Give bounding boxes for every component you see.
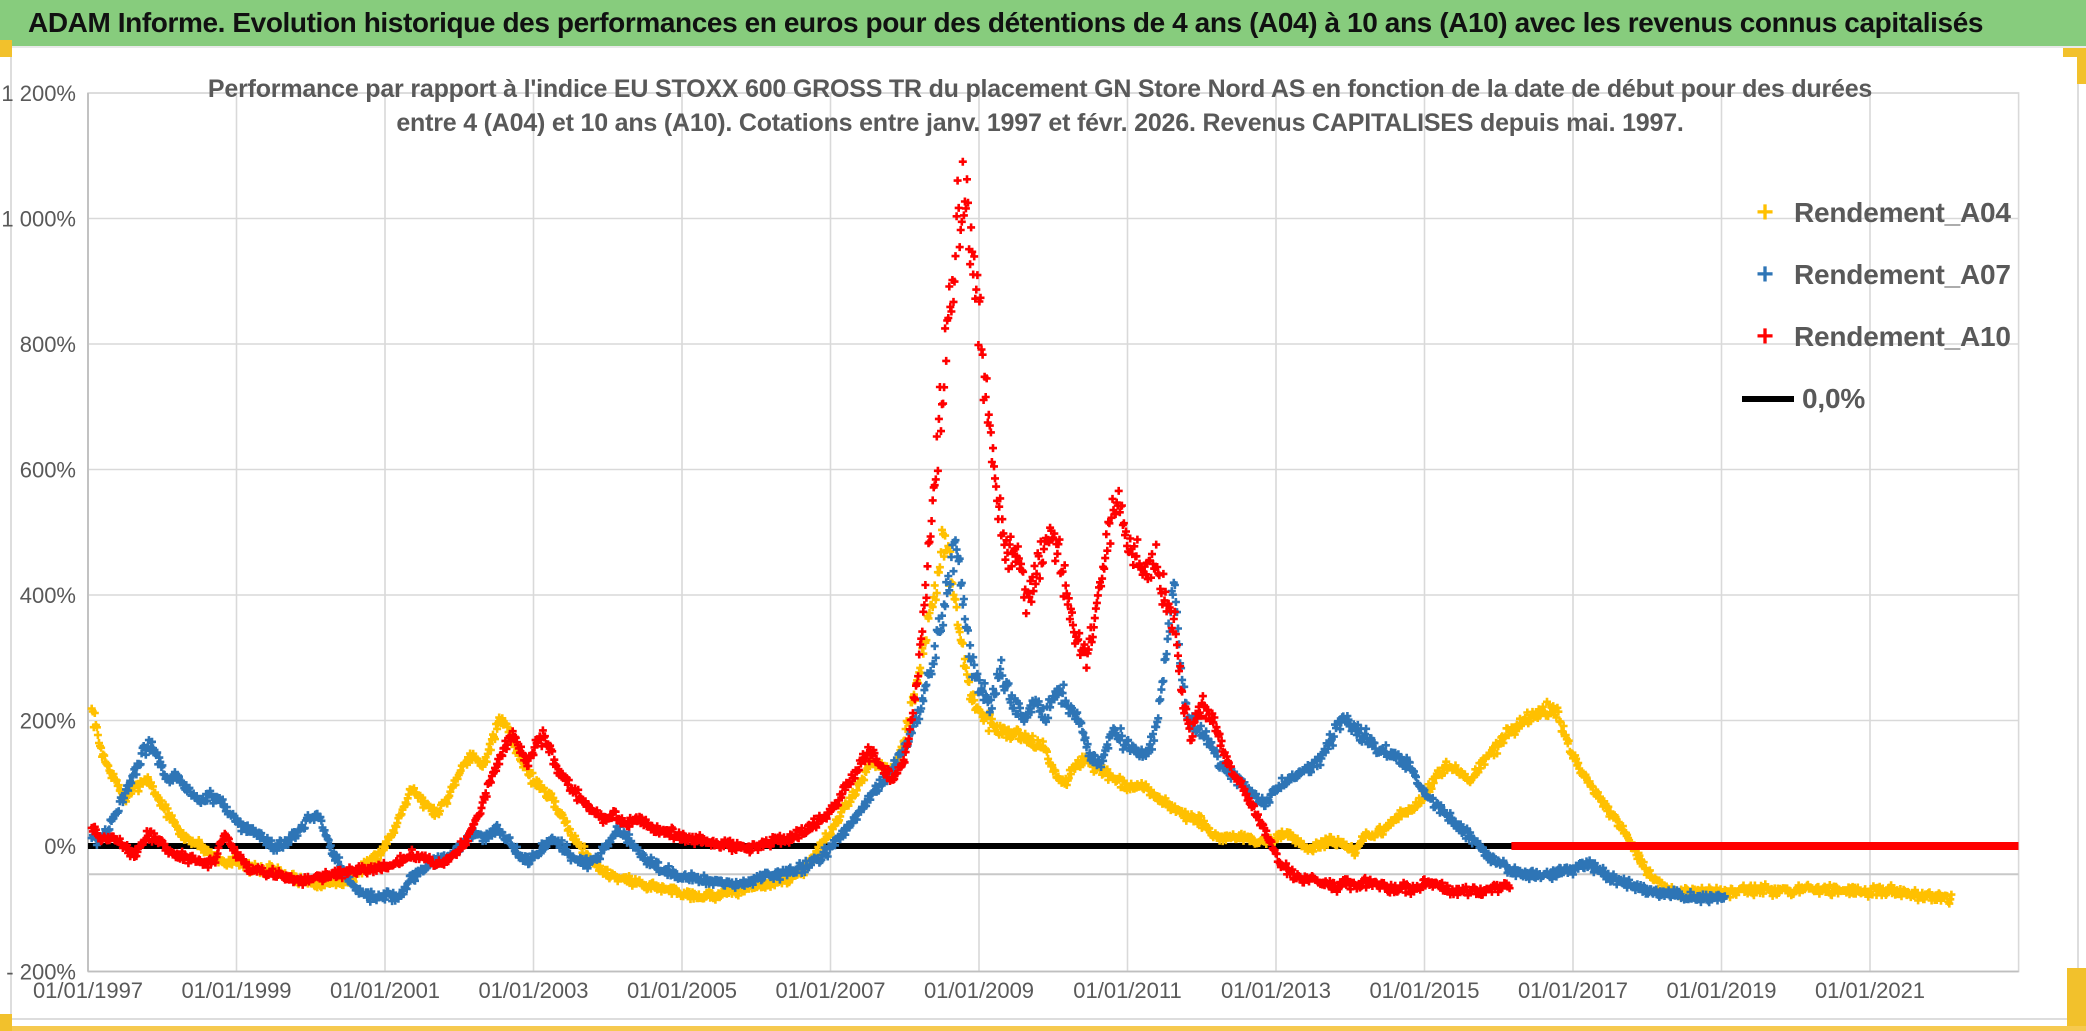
y-tick-label: - 200%: [6, 960, 76, 985]
y-tick-label: 600%: [20, 458, 76, 483]
y-tick-label: 400%: [20, 583, 76, 608]
x-tick-label: 01/01/2009: [924, 978, 1034, 1003]
x-tick-label: 01/01/2021: [1815, 978, 1925, 1003]
x-tick-label: 01/01/2017: [1518, 978, 1628, 1003]
gold-accent-bottom-right: [2067, 968, 2086, 1031]
x-tick-label: 01/01/2005: [627, 978, 737, 1003]
black-line-sample-icon: [1742, 396, 1794, 402]
plus-marker-icon-a07: +: [1756, 258, 1774, 291]
series-rendement_a10: [87, 157, 1514, 900]
gold-accent-top-right-bar: [2077, 48, 2086, 84]
x-tick-label: 01/01/2007: [775, 978, 885, 1003]
plus-marker-icon-a04: +: [1756, 196, 1774, 229]
chart-area-bottom-border: [10, 1018, 2078, 1020]
axis-labels: 1 200%1 000%800%600%400%200%0%- 200%01/0…: [1, 81, 1925, 1003]
gold-accent-bottom-left: [0, 1014, 12, 1031]
x-tick-label: 01/01/2003: [478, 978, 588, 1003]
x-tick-label: 01/01/2019: [1666, 978, 1776, 1003]
chart-area-right-border: [2077, 50, 2079, 1020]
chart-legend: + Rendement_A04 + Rendement_A07 + Rendem…: [1742, 182, 2042, 430]
gold-accent-top-right: [2063, 48, 2086, 57]
y-tick-label: 1 200%: [1, 81, 76, 106]
y-tick-label: 1 000%: [1, 207, 76, 232]
legend-label: 0,0%: [1802, 383, 1866, 414]
legend-label: Rendement_A07: [1794, 259, 2011, 290]
x-tick-label: 01/01/2001: [330, 978, 440, 1003]
legend-item-rendement-a04[interactable]: + Rendement_A04: [1742, 182, 2042, 244]
legend-item-rendement-a07[interactable]: + Rendement_A07: [1742, 244, 2042, 306]
gold-accent-top-left: [0, 40, 12, 57]
x-tick-label: 01/01/1997: [33, 978, 143, 1003]
legend-label: Rendement_A04: [1794, 197, 2011, 228]
chart-title: ADAM Informe. Evolution historique des p…: [28, 7, 1984, 38]
data-series: [87, 157, 2019, 908]
x-tick-label: 01/01/1999: [181, 978, 291, 1003]
y-tick-label: 0%: [44, 834, 76, 859]
x-tick-label: 01/01/2013: [1221, 978, 1331, 1003]
plus-marker-icon-a10: +: [1756, 320, 1774, 353]
legend-item-zero-line[interactable]: 0,0%: [1742, 368, 2042, 430]
x-tick-label: 01/01/2015: [1369, 978, 1479, 1003]
chart-area-left-border: [10, 50, 12, 1020]
y-tick-label: 800%: [20, 332, 76, 357]
gold-accent-bottom-strip: [12, 1026, 2086, 1031]
x-tick-label: 01/01/2011: [1073, 978, 1181, 1003]
legend-label: Rendement_A10: [1794, 321, 2011, 352]
chart-title-bar: ADAM Informe. Evolution historique des p…: [0, 0, 2086, 48]
legend-item-rendement-a10[interactable]: + Rendement_A10: [1742, 306, 2042, 368]
y-tick-label: 200%: [20, 709, 76, 734]
